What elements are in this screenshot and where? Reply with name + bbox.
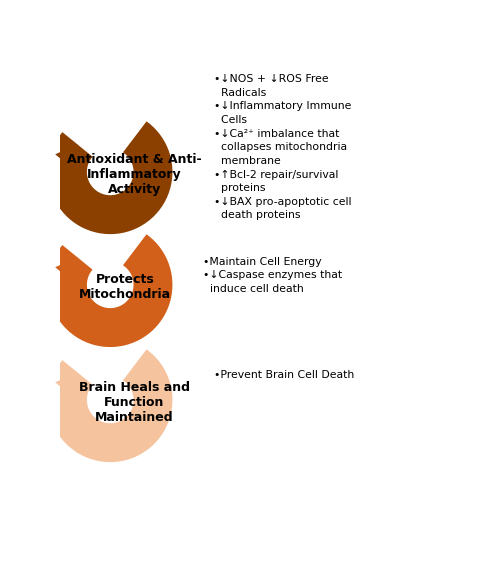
Text: •↓NOS + ↓ROS Free
  Radicals
•↓Inflammatory Immune
  Cells
•↓Ca²⁺ imbalance that: •↓NOS + ↓ROS Free Radicals •↓Inflammator… xyxy=(215,74,352,221)
Text: Brain Heals and
Function
Maintained: Brain Heals and Function Maintained xyxy=(79,381,190,425)
Text: Protects
Mitochondria: Protects Mitochondria xyxy=(79,273,171,301)
Text: •Prevent Brain Cell Death: •Prevent Brain Cell Death xyxy=(215,369,355,380)
Text: •Maintain Cell Energy
•↓Caspase enzymes that
  induce cell death: •Maintain Cell Energy •↓Caspase enzymes … xyxy=(203,257,342,294)
Text: Antioxidant & Anti-
Inflammatory
Activity: Antioxidant & Anti- Inflammatory Activit… xyxy=(67,153,202,196)
